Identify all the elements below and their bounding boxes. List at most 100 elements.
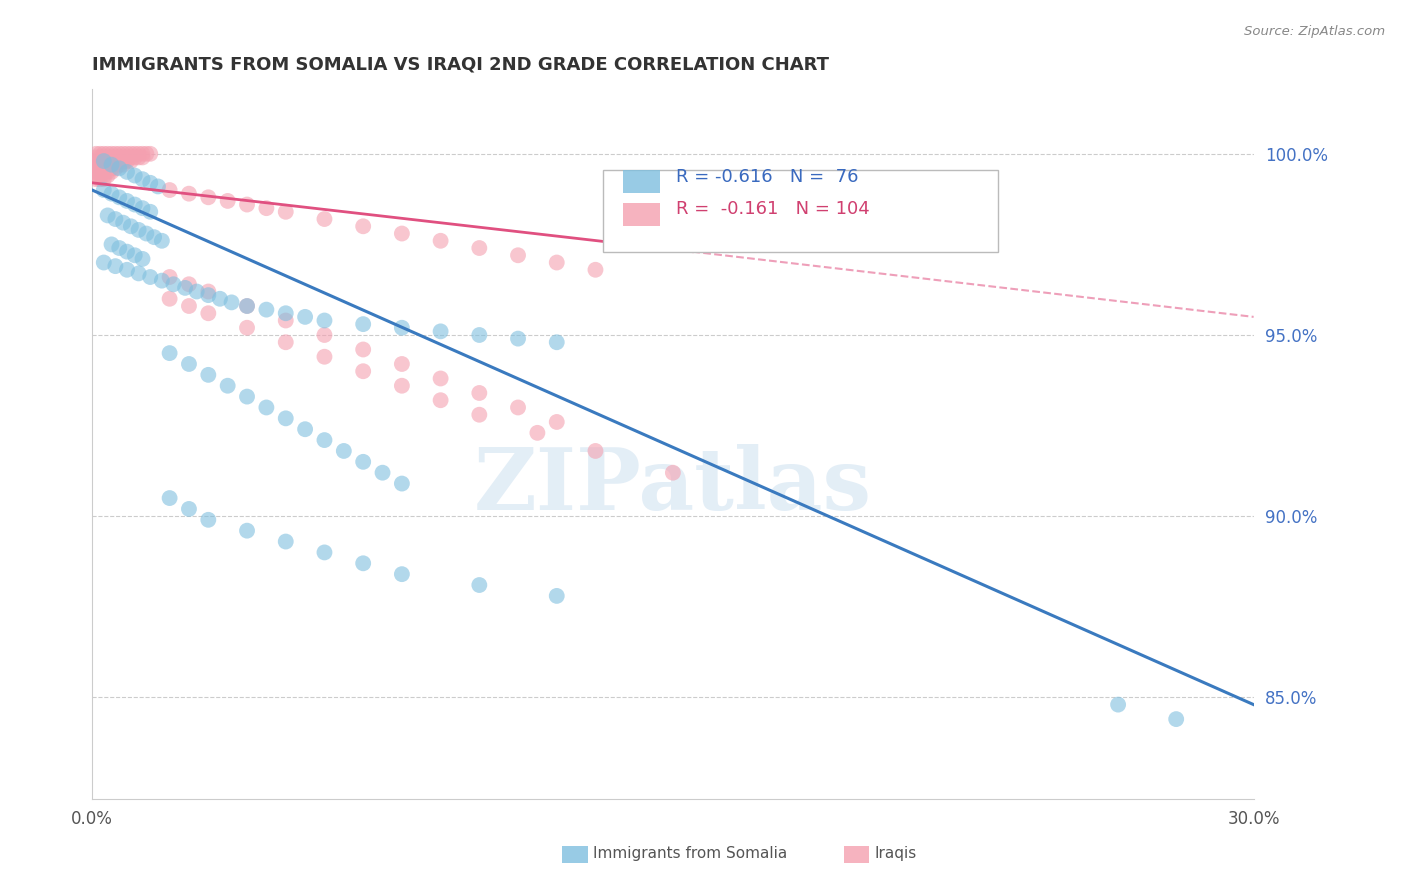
Point	[93, 154, 115, 169]
Point	[93, 150, 115, 164]
Point	[104, 154, 127, 169]
Point	[274, 534, 297, 549]
Point	[208, 292, 231, 306]
Point	[146, 179, 169, 194]
Point	[314, 433, 336, 447]
Bar	[623, 203, 661, 226]
Point	[120, 154, 142, 169]
Point	[97, 154, 120, 169]
Point	[197, 306, 219, 320]
Point	[97, 158, 120, 172]
Point	[352, 455, 374, 469]
Point	[84, 169, 107, 183]
Point	[314, 328, 336, 343]
Point	[177, 299, 200, 313]
Point	[294, 422, 316, 436]
Point	[135, 227, 157, 241]
Point	[89, 169, 111, 183]
Point	[108, 154, 131, 169]
Point	[585, 444, 607, 458]
Text: R = -0.616   N =  76: R = -0.616 N = 76	[676, 168, 859, 186]
Point	[100, 165, 122, 179]
Point	[468, 241, 491, 255]
Point	[100, 158, 122, 172]
Point	[662, 466, 685, 480]
Point	[115, 150, 138, 164]
Point	[506, 248, 529, 262]
Point	[128, 266, 150, 280]
Point	[93, 161, 115, 176]
Point	[468, 408, 491, 422]
Point	[124, 248, 146, 262]
Bar	[623, 170, 661, 193]
Point	[186, 285, 208, 299]
Point	[217, 194, 239, 208]
Point	[274, 306, 297, 320]
Point	[159, 292, 181, 306]
Point	[314, 212, 336, 227]
Point	[468, 386, 491, 401]
Point	[97, 165, 120, 179]
Point	[197, 368, 219, 382]
Point	[84, 172, 107, 186]
Point	[131, 150, 153, 164]
Point	[108, 190, 131, 204]
Point	[128, 223, 150, 237]
FancyBboxPatch shape	[603, 170, 998, 252]
Point	[391, 227, 413, 241]
Point	[197, 285, 219, 299]
Point	[314, 350, 336, 364]
Text: Source: ZipAtlas.com: Source: ZipAtlas.com	[1244, 25, 1385, 38]
Point	[274, 204, 297, 219]
Point	[124, 146, 146, 161]
Point	[546, 415, 568, 429]
Point	[217, 378, 239, 392]
Point	[108, 241, 131, 255]
Point	[104, 212, 127, 227]
Point	[274, 411, 297, 425]
Point	[89, 158, 111, 172]
Point	[93, 154, 115, 169]
Point	[115, 165, 138, 179]
Point	[546, 589, 568, 603]
Point	[391, 357, 413, 371]
Point	[89, 172, 111, 186]
Point	[429, 371, 451, 385]
Point	[371, 466, 394, 480]
Text: R =  -0.161   N = 104: R = -0.161 N = 104	[676, 201, 870, 219]
Point	[100, 186, 122, 201]
Point	[254, 401, 277, 415]
Point	[197, 513, 219, 527]
Point	[159, 183, 181, 197]
Point	[139, 270, 162, 285]
Point	[112, 216, 135, 230]
Point	[100, 146, 122, 161]
Text: ZIPatlas: ZIPatlas	[474, 444, 872, 528]
Point	[84, 146, 107, 161]
Point	[174, 281, 197, 295]
Point	[84, 150, 107, 164]
Point	[468, 328, 491, 343]
Point	[150, 234, 173, 248]
Point	[352, 317, 374, 331]
Point	[104, 161, 127, 176]
Point	[177, 186, 200, 201]
Point	[135, 146, 157, 161]
Point	[84, 158, 107, 172]
Point	[115, 244, 138, 259]
Point	[506, 401, 529, 415]
Point	[89, 165, 111, 179]
Point	[100, 154, 122, 169]
Point	[104, 259, 127, 273]
Point	[314, 313, 336, 327]
Point	[352, 556, 374, 570]
Point	[120, 146, 142, 161]
Point	[1166, 712, 1188, 726]
Point	[84, 165, 107, 179]
Point	[89, 154, 111, 169]
Point	[115, 154, 138, 169]
Point	[314, 545, 336, 559]
Point	[143, 230, 166, 244]
Point	[391, 378, 413, 392]
Point	[139, 176, 162, 190]
